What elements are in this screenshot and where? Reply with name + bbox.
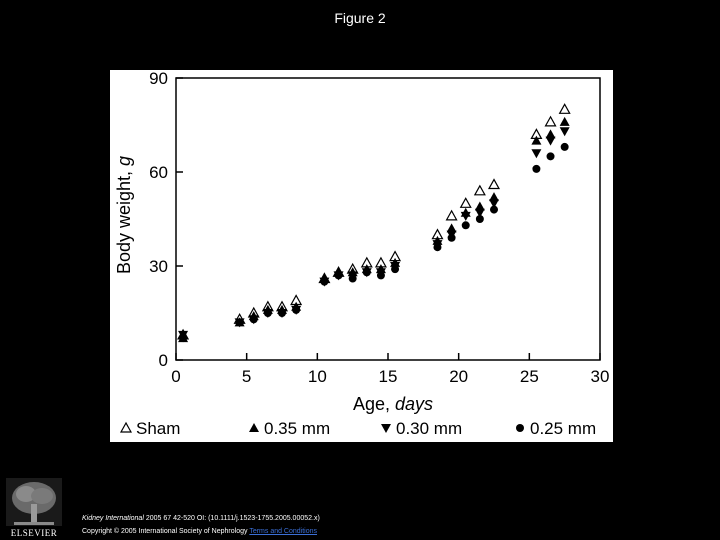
data-point-0-25-mm [560, 142, 569, 151]
x-tick-label: 15 [379, 367, 398, 386]
copyright-line: Copyright © 2005 International Society o… [82, 528, 317, 535]
data-point-0-25-mm [475, 215, 484, 223]
data-point-0-30-mm [474, 208, 485, 218]
data-point-sham [445, 209, 458, 221]
data-points [177, 103, 571, 343]
citation: Kidney International 2005 67 42-520 OI: … [82, 515, 320, 522]
data-point-0-25-mm [249, 315, 258, 324]
data-point-0-25-mm [334, 271, 343, 280]
data-point-0-30-mm [531, 149, 542, 159]
legend-label-0-35-mm: 0.35 mm [264, 419, 330, 438]
data-point-0-35-mm [474, 201, 485, 211]
data-point-0-30-mm [460, 211, 471, 221]
data-point-0-25-mm [320, 277, 329, 286]
data-point-0-25-mm [490, 205, 498, 214]
axis-ticks: 0 5 10 15 20 25 30 0 30 60 90 [149, 70, 609, 386]
x-axis-label: Age, days [353, 394, 433, 414]
citation-details: 2005 67 42-520 OI: (10.1111/j.1523-1755.… [143, 515, 320, 522]
data-point-0-25-mm [263, 309, 272, 317]
data-point-0-30-mm [559, 127, 570, 137]
data-point-0-35-mm [531, 135, 542, 145]
chart-figure: 0 5 10 15 20 25 30 0 30 60 90 Age, days Body weigh… [110, 70, 613, 442]
data-point-0-30-mm [489, 199, 499, 209]
legend: Sham 0.35 mm 0.30 mm 0.25 mm [119, 419, 596, 438]
data-point-sham [487, 178, 501, 190]
y-tick-label: 90 [149, 70, 168, 88]
legend-label-sham: Sham [136, 419, 180, 438]
data-point-0-35-mm [545, 129, 556, 139]
data-point-0-25-mm [362, 268, 371, 277]
data-point-0-30-mm [545, 136, 556, 146]
data-point-0-35-mm [489, 192, 499, 202]
data-point-0-25-mm [278, 309, 286, 317]
data-point-0-25-mm [292, 305, 301, 314]
legend-marker-0-30-mm [381, 424, 391, 433]
scatter-chart: 0 5 10 15 20 25 30 0 30 60 90 Age, days Body weigh… [114, 70, 609, 438]
y-axis-label: Body weight, g [114, 156, 134, 274]
legend-label-0-25-mm: 0.25 mm [530, 419, 596, 438]
legend-marker-0-35-mm [249, 423, 259, 432]
x-tick-label: 20 [449, 367, 468, 386]
data-point-0-35-mm [559, 116, 570, 126]
y-axis-label-main: Body weight, [114, 166, 134, 274]
terms-and-conditions-link[interactable]: Terms and Conditions [249, 528, 318, 535]
elsevier-tree-logo [6, 478, 62, 526]
figure-title: Figure 2 [334, 10, 386, 26]
data-point-0-25-mm [235, 318, 244, 327]
citation-journal: Kidney International [82, 515, 144, 522]
x-tick-label: 10 [308, 367, 327, 386]
legend-label-0-30-mm: 0.30 mm [396, 419, 462, 438]
data-point-sham [459, 197, 472, 208]
y-tick-label: 60 [149, 163, 168, 182]
x-tick-label: 0 [171, 367, 180, 386]
data-point-0-25-mm [461, 221, 470, 230]
data-point-0-25-mm [391, 265, 400, 274]
data-point-0-25-mm [447, 233, 456, 242]
data-point-sham [558, 103, 571, 114]
data-point-0-35-mm [446, 223, 457, 233]
data-point-0-25-mm [376, 271, 385, 280]
x-tick-label: 30 [591, 367, 610, 386]
x-tick-label: 25 [520, 367, 539, 386]
data-point-sham [544, 115, 557, 127]
y-tick-label: 0 [159, 351, 168, 370]
x-tick-label: 5 [242, 367, 251, 386]
y-tick-label: 30 [149, 257, 168, 276]
publisher-logo-text: ELSEVIER [10, 528, 58, 538]
legend-marker-0-25-mm [516, 424, 524, 432]
data-point-0-25-mm [433, 243, 442, 252]
y-axis-label-unit: g [114, 156, 134, 166]
data-point-0-25-mm [179, 334, 188, 343]
copyright-text: Copyright © 2005 International Society o… [82, 528, 248, 535]
data-point-sham [473, 184, 486, 196]
x-axis-label-main: Age, [353, 394, 395, 414]
data-point-0-25-mm [348, 274, 357, 283]
x-axis-label-unit: days [395, 394, 433, 414]
legend-marker-sham [119, 421, 133, 433]
data-point-0-25-mm [546, 152, 555, 161]
data-point-0-25-mm [532, 164, 541, 173]
